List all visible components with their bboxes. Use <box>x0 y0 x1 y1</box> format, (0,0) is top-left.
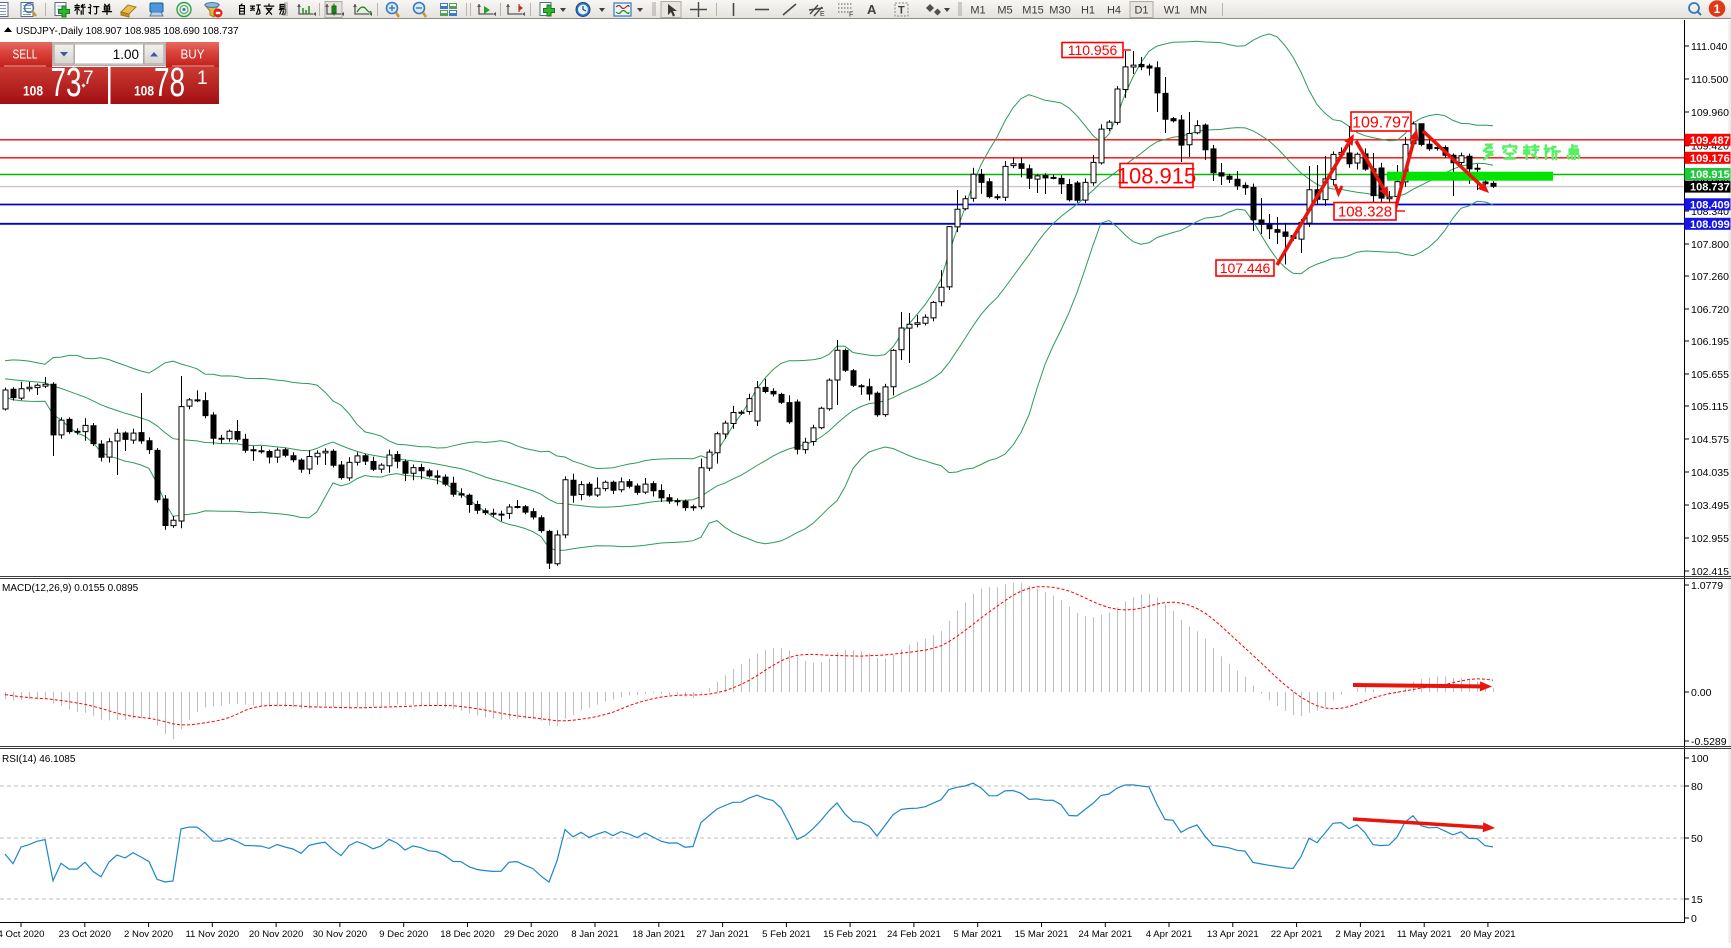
svg-text:109.797: 109.797 <box>1352 114 1410 131</box>
svg-text:5 Feb 2021: 5 Feb 2021 <box>762 929 811 940</box>
svg-text:E: E <box>820 11 825 18</box>
svg-text:111.040: 111.040 <box>1691 41 1728 53</box>
svg-text:15 Mar 2021: 15 Mar 2021 <box>1015 929 1069 940</box>
svg-text:104.575: 104.575 <box>1691 434 1729 446</box>
svg-text:D1: D1 <box>1134 5 1148 17</box>
svg-text:108.099: 108.099 <box>1690 219 1730 231</box>
svg-text:30 Nov 2020: 30 Nov 2020 <box>313 929 367 940</box>
svg-text:1.0779: 1.0779 <box>1691 580 1723 592</box>
svg-text:108.915: 108.915 <box>1117 163 1197 188</box>
svg-text:105.655: 105.655 <box>1691 369 1729 381</box>
svg-text:107.260: 107.260 <box>1691 271 1729 283</box>
svg-text:11 May 2021: 11 May 2021 <box>1397 929 1452 940</box>
svg-text:24 Feb 2021: 24 Feb 2021 <box>887 929 941 940</box>
svg-text:M15: M15 <box>1022 5 1043 17</box>
svg-text:108.737: 108.737 <box>1690 182 1730 194</box>
svg-text:108.409: 108.409 <box>1690 199 1730 211</box>
svg-text:108: 108 <box>23 84 43 99</box>
svg-text:20 Nov 2020: 20 Nov 2020 <box>249 929 303 940</box>
svg-text:2 Nov 2020: 2 Nov 2020 <box>124 929 173 940</box>
svg-text:1: 1 <box>197 68 208 89</box>
svg-text:78: 78 <box>154 59 185 105</box>
svg-text:23 Oct 2020: 23 Oct 2020 <box>59 929 111 940</box>
svg-text:18 Dec 2020: 18 Dec 2020 <box>440 929 494 940</box>
svg-text:RSI(14) 46.1085: RSI(14) 46.1085 <box>2 754 76 765</box>
svg-text:MACD(12,26,9) 0.0155 0.0895: MACD(12,26,9) 0.0155 0.0895 <box>2 583 139 594</box>
svg-text:1: 1 <box>1714 2 1721 16</box>
svg-text:110.956: 110.956 <box>1068 42 1118 58</box>
svg-text:M30: M30 <box>1049 5 1070 17</box>
svg-text:109.176: 109.176 <box>1690 153 1730 165</box>
svg-text:4 Oct 2020: 4 Oct 2020 <box>0 929 44 940</box>
svg-text:107.800: 107.800 <box>1691 239 1729 251</box>
svg-text:M1: M1 <box>970 5 985 17</box>
svg-text:11 Nov 2020: 11 Nov 2020 <box>185 929 239 940</box>
svg-text:73: 73 <box>51 59 82 105</box>
svg-text:15 Feb 2021: 15 Feb 2021 <box>823 929 877 940</box>
svg-text:SELL: SELL <box>13 48 38 62</box>
svg-text:50: 50 <box>1691 833 1703 845</box>
svg-text:22 Apr 2021: 22 Apr 2021 <box>1271 929 1323 940</box>
svg-text:T: T <box>898 5 905 17</box>
svg-text:USDJPY-,Daily 108.907 108.985: USDJPY-,Daily 108.907 108.985 108.690 10… <box>16 26 239 37</box>
svg-text:2 May 2021: 2 May 2021 <box>1335 929 1385 940</box>
svg-text:108.915: 108.915 <box>1690 169 1730 181</box>
svg-text:18 Jan 2021: 18 Jan 2021 <box>632 929 685 940</box>
svg-text:27 Jan 2021: 27 Jan 2021 <box>696 929 749 940</box>
svg-text:9 Dec 2020: 9 Dec 2020 <box>379 929 428 940</box>
svg-text:20 May 2021: 20 May 2021 <box>1460 929 1515 940</box>
svg-text:24 Mar 2021: 24 Mar 2021 <box>1078 929 1132 940</box>
svg-text:M5: M5 <box>997 5 1012 17</box>
svg-text:110.500: 110.500 <box>1691 74 1728 86</box>
svg-text:1.00: 1.00 <box>113 47 139 62</box>
svg-text:106.195: 106.195 <box>1691 336 1729 348</box>
svg-text:103.495: 103.495 <box>1691 500 1729 512</box>
svg-text:108.328: 108.328 <box>1338 204 1392 221</box>
svg-text:W1: W1 <box>1164 5 1181 17</box>
svg-text:0.00: 0.00 <box>1691 687 1712 699</box>
svg-text:0: 0 <box>1691 913 1697 925</box>
svg-text:4 Apr 2021: 4 Apr 2021 <box>1146 929 1192 940</box>
svg-text:H4: H4 <box>1107 5 1121 17</box>
svg-text:H1: H1 <box>1081 5 1095 17</box>
svg-text:108: 108 <box>134 84 154 99</box>
svg-text:-0.5289: -0.5289 <box>1691 736 1727 748</box>
svg-text:102.415: 102.415 <box>1691 566 1729 578</box>
svg-text:100: 100 <box>1691 753 1709 765</box>
svg-text:102.955: 102.955 <box>1691 533 1729 545</box>
svg-text:F: F <box>849 12 853 19</box>
svg-text:29 Dec 2020: 29 Dec 2020 <box>504 929 558 940</box>
svg-text:5 Mar 2021: 5 Mar 2021 <box>953 929 1002 940</box>
svg-text:13 Apr 2021: 13 Apr 2021 <box>1207 929 1259 940</box>
svg-text:8 Jan 2021: 8 Jan 2021 <box>571 929 618 940</box>
svg-text:A: A <box>867 2 877 17</box>
svg-text:107.446: 107.446 <box>1220 260 1271 276</box>
svg-text:106.720: 106.720 <box>1691 304 1729 316</box>
svg-text:104.035: 104.035 <box>1691 467 1729 479</box>
svg-text:15: 15 <box>1691 894 1703 906</box>
svg-text:MN: MN <box>1190 5 1207 17</box>
svg-text:109.960: 109.960 <box>1691 107 1729 119</box>
svg-text:105.115: 105.115 <box>1691 401 1728 413</box>
svg-text:109.487: 109.487 <box>1690 135 1730 147</box>
svg-text:80: 80 <box>1691 781 1703 793</box>
